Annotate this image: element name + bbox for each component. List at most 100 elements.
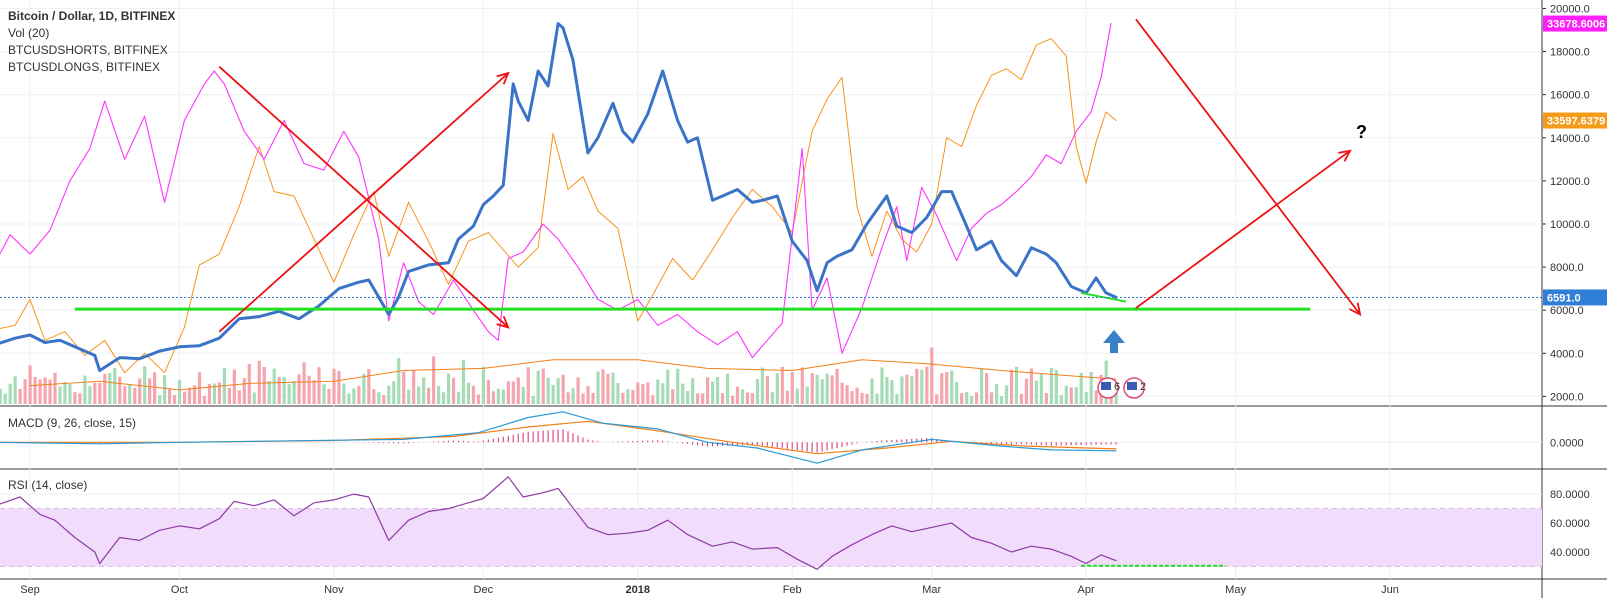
volume-bar <box>885 377 889 404</box>
volume-bar <box>765 376 769 404</box>
volume-bar <box>890 380 894 404</box>
x-tick-label: Mar <box>922 584 941 596</box>
volume-bar <box>676 368 680 404</box>
volume-bar <box>980 368 984 404</box>
series-layer <box>0 22 1118 570</box>
volume-bar <box>68 383 72 404</box>
volume-bar <box>860 392 864 404</box>
volume-bar <box>641 384 645 404</box>
volume-bar <box>910 376 914 404</box>
volume-bar <box>73 391 77 404</box>
volume-bar <box>581 393 585 404</box>
volume-bar <box>342 383 346 404</box>
price-axis: 20000.0 18000.0 16000.0 14000.0 12000.0 10000… <box>1542 3 1607 559</box>
trend-arrow-head <box>1338 149 1352 162</box>
volume-bar <box>835 368 839 404</box>
volume-bar <box>207 383 212 404</box>
volume-bar <box>58 386 62 404</box>
volume-bar <box>441 392 446 404</box>
rsi-label[interactable]: RSI (14, close) <box>8 478 88 492</box>
volume-bar <box>491 391 495 404</box>
volume-bar <box>770 392 774 404</box>
price-line <box>0 22 1118 372</box>
volume-bar <box>237 390 241 404</box>
volume-bar <box>556 378 560 404</box>
price-tag <box>1543 112 1607 129</box>
volume-bars <box>0 347 1118 404</box>
volume-bar <box>407 389 411 404</box>
volume-bar <box>735 386 740 404</box>
volume-bar <box>167 389 172 404</box>
volume-bar <box>496 388 500 404</box>
x-tick-label: Jun <box>1381 584 1399 596</box>
volume-bar <box>1044 393 1048 404</box>
macd-label[interactable]: MACD (9, 26, close, 15) <box>8 416 137 430</box>
volume-bar <box>1014 366 1019 404</box>
volume-bar <box>1034 380 1039 404</box>
legend-longs[interactable]: BTCUSDLONGS, BITFINEX <box>8 60 161 74</box>
volume-bar <box>382 395 386 404</box>
trend-arrow-head <box>1348 302 1362 317</box>
volume-bar <box>88 386 92 404</box>
volume-bar <box>247 363 251 404</box>
x-tick-label: Sep <box>20 584 40 596</box>
y-tick-label: 6000.0 <box>1550 305 1584 317</box>
volume-bar <box>576 377 580 404</box>
volume-bar <box>158 395 162 404</box>
trend-arrow <box>218 65 509 329</box>
volume-bar <box>1029 368 1034 404</box>
volume-bar <box>1004 385 1009 404</box>
volume-bar <box>1084 391 1088 404</box>
volume-bar <box>715 376 720 404</box>
volume-bar <box>541 368 545 404</box>
volume-bar <box>232 369 236 404</box>
volume-bar <box>999 395 1004 404</box>
volume-bar <box>446 373 451 404</box>
price-tag <box>1543 289 1607 306</box>
legend-title[interactable]: Bitcoin / Dollar, 1D, BITFINEX <box>8 9 176 23</box>
volume-bar <box>945 372 949 404</box>
volume-bar <box>347 393 351 404</box>
earnings-flag-2-count: 2 <box>1140 381 1146 393</box>
volume-bar <box>536 370 540 404</box>
volume-bar <box>740 389 745 404</box>
volume-bar <box>895 394 899 404</box>
y-tick-label: 16000.0 <box>1550 90 1590 102</box>
volume-bar <box>855 387 859 404</box>
rsi-tick-label: 60.0000 <box>1550 518 1590 530</box>
volume-bar <box>466 382 471 404</box>
volume-bar <box>257 360 261 404</box>
earnings-flag-1-count: 6 <box>1114 381 1120 393</box>
volume-bar <box>422 377 426 404</box>
volume-bar <box>601 369 605 404</box>
volume-bar <box>187 387 192 404</box>
volume-bar <box>417 386 421 404</box>
earnings-flag-1[interactable]: 6 <box>1097 377 1120 399</box>
volume-bar <box>123 386 127 404</box>
volume-bar <box>372 389 376 404</box>
question-mark-annotation[interactable]: ? <box>1356 122 1367 142</box>
volume-bar <box>163 375 167 404</box>
volume-bar <box>521 386 525 404</box>
volume-bar <box>481 366 486 404</box>
volume-bar <box>427 387 431 404</box>
volume-bar <box>840 382 844 404</box>
volume-bar <box>800 367 804 404</box>
volume-bar <box>1049 368 1053 404</box>
volume-bar <box>302 362 306 404</box>
earnings-flag-2[interactable]: 2 <box>1123 377 1146 399</box>
price-tag-label: 6591.0 <box>1547 292 1581 304</box>
volume-bar <box>128 384 132 404</box>
volume-bar <box>710 381 715 404</box>
volume-bar <box>362 373 366 404</box>
volume-bar <box>1039 373 1043 404</box>
mini-trendline <box>1080 291 1127 303</box>
volume-bar <box>486 379 491 404</box>
legend-shorts[interactable]: BTCUSDSHORTS, BITFINEX <box>8 43 168 57</box>
volume-bar <box>586 386 590 404</box>
volume-bar <box>13 376 17 404</box>
drawings-layer[interactable] <box>0 18 1542 567</box>
legend-volume[interactable]: Vol (20) <box>8 26 50 40</box>
volume-bar <box>566 392 570 404</box>
